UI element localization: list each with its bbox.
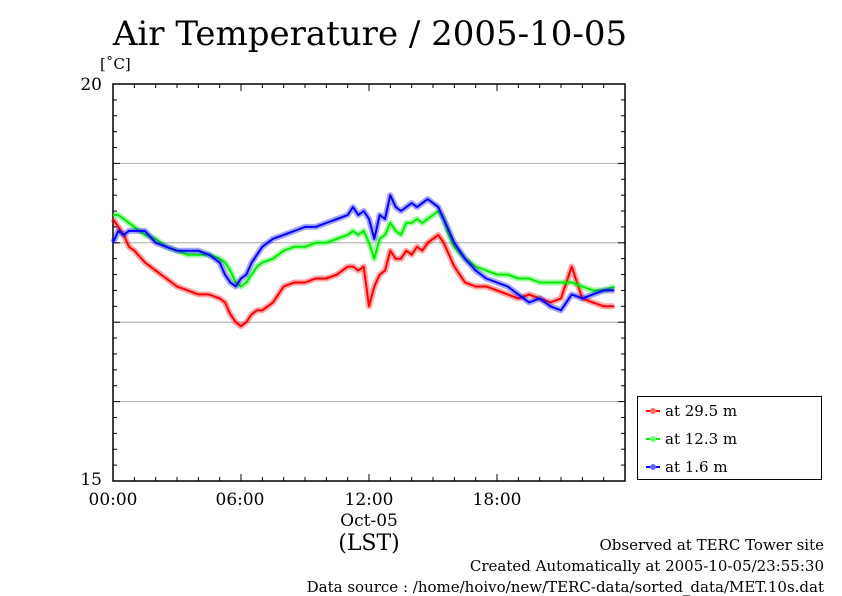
legend-item-12-3m: at 12.3 m (646, 429, 737, 449)
legend-swatch-blue (646, 461, 660, 473)
y-tick-label-min: 15 (80, 470, 102, 490)
legend-label: at 1.6 m (665, 458, 728, 476)
legend-swatch-red (646, 405, 660, 417)
legend-item-29-5m: at 29.5 m (646, 401, 737, 421)
legend-label: at 29.5 m (665, 402, 738, 420)
series-lines (110, 192, 616, 330)
x-tick-label-1200: 12:00 (344, 490, 394, 510)
x-tick-label-0600: 06:00 (215, 490, 265, 510)
footer-created: Created Automatically at 2005-10-05/23:5… (469, 557, 824, 575)
series-line-0 (112, 218, 615, 328)
axis-ticks (112, 83, 626, 482)
x-tick-label-0000: 00:00 (88, 490, 138, 510)
legend-item-1-6m: at 1.6 m (646, 457, 728, 477)
y-tick-label-max: 20 (80, 75, 102, 95)
y-axis-unit-label: [˚C] (100, 55, 131, 73)
x-axis-title: (LST) (338, 531, 400, 556)
series-line-1 (113, 210, 615, 292)
chart-title: Air Temperature / 2005-10-05 (112, 14, 628, 54)
legend: at 29.5 m at 12.3 m at 1.6 m (637, 396, 822, 480)
x-tick-label-1800: 18:00 (472, 490, 522, 510)
x-axis-date-label: Oct-05 (340, 511, 398, 531)
footer-observed: Observed at TERC Tower site (599, 536, 824, 554)
legend-swatch-green (646, 433, 660, 445)
series-line-2 (112, 194, 615, 312)
footer-data-source: Data source : /home/hoivo/new/TERC-data/… (306, 578, 824, 596)
legend-label: at 12.3 m (665, 430, 738, 448)
